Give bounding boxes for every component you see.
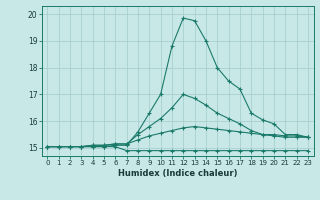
X-axis label: Humidex (Indice chaleur): Humidex (Indice chaleur)	[118, 169, 237, 178]
